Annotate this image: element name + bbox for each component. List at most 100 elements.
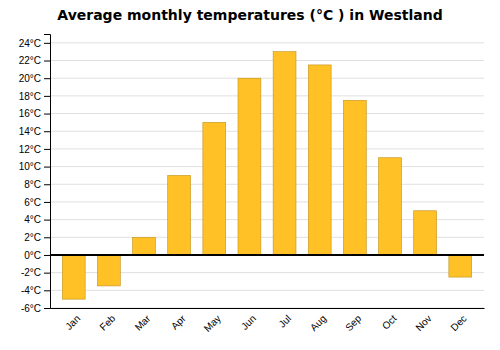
x-tick: Sep: [343, 312, 364, 333]
y-tick: 22°C: [19, 55, 50, 66]
grid-line: [50, 131, 484, 132]
y-axis-line: [44, 35, 51, 309]
plot: -6°C -4°C -2°C 0°C 2°C 4°C 6°C 8°C 10°C 12°C 14°C 1…: [19, 35, 485, 334]
y-tick: 20°C: [19, 73, 50, 84]
y-tick-mark: [44, 220, 50, 221]
x-tick-label: Jan: [63, 313, 82, 332]
x-tick: Oct: [380, 313, 399, 332]
title: Average monthly temperatures (°C ) in We…: [57, 7, 442, 23]
x-tick: Feb: [97, 312, 117, 332]
y-tick-label: -2°C: [21, 267, 41, 278]
bar: [168, 175, 191, 255]
x-tick: Aug: [308, 313, 328, 333]
y-tick: 18°C: [19, 91, 50, 102]
x-tick-label: Mar: [133, 312, 153, 332]
x-tick: Jan: [63, 313, 82, 332]
y-tick-mark: [44, 96, 50, 97]
x-tick: Mar: [133, 312, 153, 332]
y-tick: 6°C: [24, 197, 50, 208]
grid-line: [50, 166, 484, 167]
y-tick-mark: [44, 131, 50, 132]
x-tick-label: Jul: [276, 313, 293, 330]
bar: [308, 65, 331, 255]
x-tick-label: Dec: [448, 313, 468, 333]
y-tick-mark: [44, 114, 50, 115]
y-tick: 24°C: [19, 38, 50, 49]
x-tick-label: Oct: [380, 313, 399, 332]
x-tick-label: Apr: [169, 312, 188, 331]
y-tick-label: 16°C: [19, 108, 41, 119]
x-tick-label: Aug: [308, 313, 328, 333]
x-tick: Jun: [239, 313, 258, 332]
y-tick-mark: [44, 149, 50, 150]
x-tick-label: Sep: [343, 312, 364, 333]
y-tick-label: 24°C: [19, 38, 41, 49]
y-tick-label: 22°C: [19, 55, 41, 66]
y-axis: -6°C -4°C -2°C 0°C 2°C 4°C 6°C 8°C 10°C 12°C 14°C 1…: [19, 35, 51, 314]
x-tick-label: Nov: [413, 313, 433, 333]
grid-line: [50, 78, 484, 79]
y-tick-mark: [44, 202, 50, 203]
y-tick-label: 12°C: [19, 144, 41, 155]
grid-line: [50, 95, 484, 96]
x-tick-label: May: [202, 313, 223, 334]
y-tick-label: 10°C: [19, 161, 41, 172]
x-tick-label: Jun: [239, 313, 258, 332]
bar: [449, 255, 472, 277]
x-axis: Jan Feb Mar Apr May Jun Jul Aug Sep Oct Nov Dec: [51, 309, 485, 334]
y-tick-mark: [44, 273, 50, 274]
bar: [414, 211, 437, 255]
y-tick: 12°C: [19, 144, 50, 155]
bar: [273, 52, 296, 255]
y-tick-mark: [44, 184, 50, 185]
grid-line: [50, 148, 484, 149]
y-tick-label: 4°C: [24, 214, 41, 225]
x-tick: Dec: [448, 313, 468, 333]
y-tick: 10°C: [19, 161, 50, 172]
chart: Average monthly temperatures (°C ) in We…: [0, 0, 500, 350]
y-tick-mark: [44, 167, 50, 168]
y-tick: -4°C: [21, 285, 50, 296]
bar: [343, 100, 366, 255]
bar: [133, 237, 156, 255]
bar: [203, 122, 226, 255]
zero-line: [50, 254, 484, 256]
y-tick-mark: [44, 61, 50, 62]
y-tick-mark: [44, 308, 50, 309]
y-tick-label: 14°C: [19, 126, 41, 137]
y-tick-mark: [44, 43, 50, 44]
y-tick-label: -4°C: [21, 285, 41, 296]
bar: [97, 255, 120, 286]
y-tick-label: 2°C: [24, 232, 41, 243]
y-tick: 16°C: [19, 108, 50, 119]
x-tick-label: Feb: [97, 312, 117, 332]
y-tick-label: 20°C: [19, 73, 41, 84]
y-tick: 8°C: [24, 179, 50, 190]
grid-line: [50, 254, 484, 255]
x-axis-line: [51, 308, 485, 309]
bar: [379, 158, 402, 255]
grid-line: [50, 290, 484, 291]
y-tick: 4°C: [24, 214, 50, 225]
y-tick-mark: [44, 237, 50, 238]
y-tick-mark: [44, 78, 50, 79]
y-tick: -2°C: [21, 267, 50, 278]
grid-line: [50, 60, 484, 61]
y-tick: 0°C: [24, 250, 50, 261]
x-tick: Nov: [413, 313, 433, 333]
grid-line: [50, 113, 484, 114]
y-tick-label: 8°C: [24, 179, 41, 190]
x-tick: Jul: [276, 313, 293, 330]
grid-line: [50, 184, 484, 185]
grid-line: [50, 201, 484, 202]
y-tick-label: 6°C: [24, 197, 41, 208]
y-tick: 2°C: [24, 232, 50, 243]
bar: [62, 255, 85, 299]
y-tick: -6°C: [21, 303, 50, 314]
grid-line: [50, 42, 484, 43]
y-tick-label: -6°C: [21, 303, 41, 314]
x-tick: Apr: [169, 312, 188, 331]
x-tick: May: [202, 313, 223, 334]
y-tick-label: 0°C: [24, 250, 41, 261]
y-tick-mark: [44, 255, 50, 256]
